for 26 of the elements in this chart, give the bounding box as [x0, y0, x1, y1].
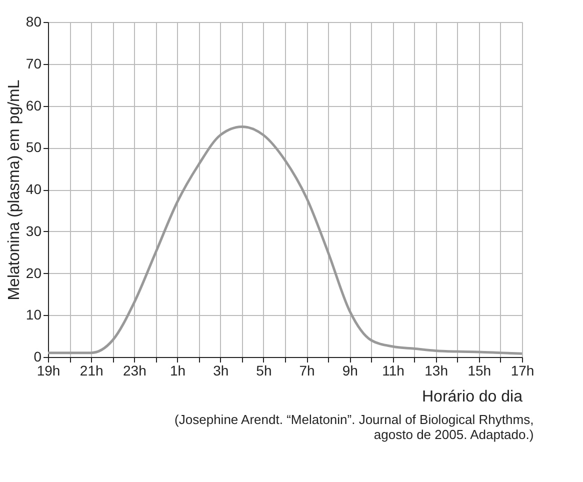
y-tick-label: 70 — [26, 55, 42, 72]
x-tick-label: 13h — [424, 362, 448, 378]
text: (Josephine Arendt. “Melatonin”. Journal of Biological Rhythms, — [174, 412, 534, 427]
x-tick-label: 21h — [80, 362, 104, 378]
x-tick-label: 9h — [342, 362, 358, 378]
x-tick-label: 7h — [299, 362, 315, 378]
line-series — [46, 125, 524, 355]
x-axis-title: Horário do dia — [422, 388, 523, 406]
x-tick-label: 17h — [510, 362, 534, 378]
x-tick-label: 5h — [256, 362, 272, 378]
y-tick-label: 30 — [26, 222, 42, 239]
text: agosto de 2005. Adaptado.) — [374, 427, 534, 442]
x-tick-label: 19h — [36, 362, 60, 378]
y-tick-label: 50 — [26, 139, 42, 156]
x-tick-label: 11h — [382, 362, 404, 378]
x-tick-label: 23h — [123, 362, 146, 378]
y-tick-label: 60 — [26, 97, 42, 114]
x-tick-label: 1h — [170, 362, 186, 378]
y-tick-label: 40 — [26, 181, 42, 197]
x-tick-label: 15h — [468, 362, 492, 378]
y-tick-label: 0 — [34, 348, 42, 364]
y-tick-label: 20 — [26, 264, 42, 281]
x-tick-label: 3h — [213, 362, 229, 378]
y-tick-label: 10 — [26, 306, 42, 323]
y-axis-title: Melatonina (plasma) em pg/mL — [6, 80, 23, 300]
y-tick-label: 80 — [26, 14, 42, 30]
